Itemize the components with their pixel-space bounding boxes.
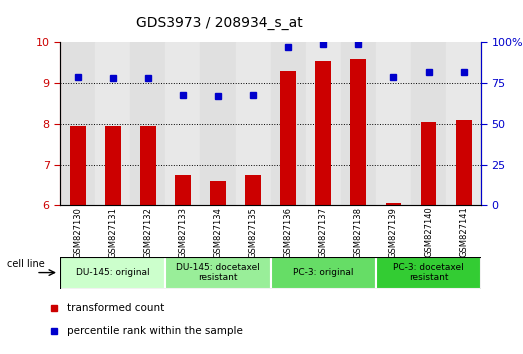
Bar <box>175 175 191 205</box>
Text: cell line: cell line <box>7 259 45 269</box>
Bar <box>165 257 271 289</box>
Bar <box>235 42 271 205</box>
Text: percentile rank within the sample: percentile rank within the sample <box>67 326 243 336</box>
Bar <box>70 126 86 205</box>
Bar <box>446 42 481 205</box>
Text: PC-3: docetaxel
resistant: PC-3: docetaxel resistant <box>393 263 464 282</box>
Bar <box>280 71 296 205</box>
Bar <box>376 42 411 205</box>
Bar <box>140 126 156 205</box>
Bar <box>315 61 331 205</box>
Bar <box>245 175 261 205</box>
Bar <box>350 59 366 205</box>
Text: DU-145: original: DU-145: original <box>76 268 150 277</box>
Bar <box>105 126 121 205</box>
Bar <box>306 42 341 205</box>
Bar <box>60 257 165 289</box>
Bar <box>271 257 376 289</box>
Bar <box>200 42 235 205</box>
Text: GDS3973 / 208934_s_at: GDS3973 / 208934_s_at <box>137 16 303 30</box>
Bar <box>60 42 95 205</box>
Bar <box>271 42 306 205</box>
Bar <box>130 42 165 205</box>
Text: PC-3: original: PC-3: original <box>293 268 354 277</box>
Bar <box>456 120 472 205</box>
Bar <box>385 203 401 205</box>
Bar <box>210 181 226 205</box>
Bar <box>341 42 376 205</box>
Text: DU-145: docetaxel
resistant: DU-145: docetaxel resistant <box>176 263 260 282</box>
Bar <box>411 42 446 205</box>
Bar <box>376 257 481 289</box>
Bar <box>420 122 436 205</box>
Bar <box>165 42 200 205</box>
Text: transformed count: transformed count <box>67 303 164 313</box>
Bar <box>95 42 130 205</box>
